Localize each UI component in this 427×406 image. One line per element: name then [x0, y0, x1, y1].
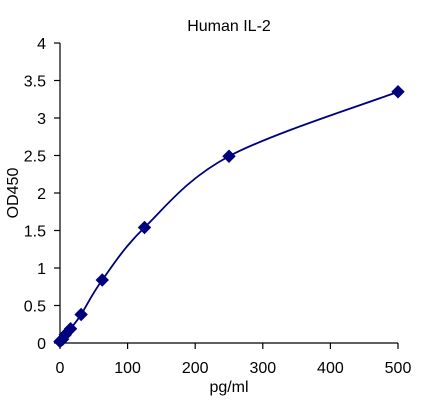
data-point-marker — [74, 307, 88, 322]
y-tick-label: 0 — [37, 336, 46, 353]
y-ticks: 0 0.5 1 1.5 2 2.5 3 3.5 4 — [24, 36, 60, 353]
y-axis-title: OD450 — [5, 168, 22, 219]
y-tick-label: 3 — [37, 111, 46, 128]
y-tick-label: 2 — [37, 186, 46, 203]
data-point-marker — [137, 220, 152, 235]
y-tick-label: 3.5 — [24, 74, 46, 91]
x-tick-label: 200 — [182, 360, 209, 377]
x-tick-label: 0 — [56, 360, 65, 377]
y-tick-label: 0.5 — [24, 299, 46, 316]
x-tick-label: 400 — [317, 360, 344, 377]
x-tick-label: 100 — [114, 360, 141, 377]
y-tick-label: 2.5 — [24, 149, 46, 166]
y-tick-label: 1 — [37, 261, 46, 278]
x-tick-label: 500 — [385, 360, 412, 377]
x-tick-label: 300 — [249, 360, 276, 377]
data-point-marker — [95, 273, 109, 287]
y-tick-label: 1.5 — [24, 224, 46, 241]
data-point-marker — [63, 322, 78, 336]
y-tick-label: 4 — [37, 36, 46, 53]
x-axis-title: pg/ml — [209, 379, 248, 396]
series-curve — [59, 90, 399, 343]
chart-title: Human IL-2 — [187, 18, 271, 35]
series-points — [53, 85, 405, 349]
data-point-marker — [391, 85, 405, 99]
data-point-marker — [222, 149, 236, 163]
x-ticks: 0 100 200 300 400 500 — [56, 343, 412, 377]
